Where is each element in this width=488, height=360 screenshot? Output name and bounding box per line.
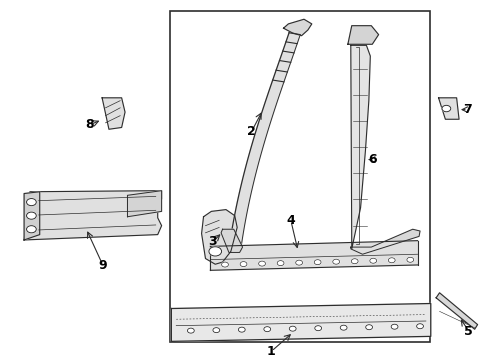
Polygon shape	[24, 191, 161, 240]
Circle shape	[212, 328, 219, 333]
Circle shape	[332, 259, 339, 264]
Circle shape	[240, 262, 246, 267]
Circle shape	[340, 325, 346, 330]
Polygon shape	[228, 27, 302, 251]
Text: 1: 1	[266, 345, 275, 358]
Polygon shape	[435, 293, 477, 329]
Polygon shape	[127, 191, 161, 217]
Circle shape	[264, 327, 270, 332]
Text: 5: 5	[464, 324, 472, 338]
Circle shape	[416, 324, 423, 329]
Circle shape	[26, 198, 36, 206]
Circle shape	[26, 212, 36, 219]
Circle shape	[238, 327, 244, 332]
Text: 6: 6	[367, 153, 376, 166]
Circle shape	[221, 262, 228, 267]
Circle shape	[369, 258, 376, 263]
Circle shape	[390, 324, 397, 329]
Polygon shape	[102, 98, 125, 129]
Bar	[170, 12, 429, 342]
Polygon shape	[283, 19, 311, 36]
Polygon shape	[350, 229, 419, 254]
Text: 9: 9	[99, 259, 107, 272]
Circle shape	[406, 257, 413, 262]
Polygon shape	[438, 98, 458, 119]
Circle shape	[314, 260, 321, 265]
Circle shape	[350, 259, 357, 264]
Polygon shape	[210, 241, 417, 270]
Circle shape	[295, 260, 302, 265]
Text: 4: 4	[286, 214, 295, 227]
Circle shape	[387, 258, 394, 263]
Polygon shape	[201, 210, 237, 264]
Circle shape	[277, 261, 284, 266]
Polygon shape	[221, 229, 242, 252]
Polygon shape	[350, 45, 369, 249]
Text: 7: 7	[463, 103, 471, 116]
Polygon shape	[347, 26, 378, 44]
Circle shape	[289, 326, 296, 331]
Circle shape	[208, 247, 221, 256]
Circle shape	[26, 226, 36, 233]
Circle shape	[365, 325, 372, 330]
Circle shape	[187, 328, 194, 333]
Text: 3: 3	[208, 235, 217, 248]
Text: 8: 8	[85, 118, 94, 131]
Circle shape	[441, 105, 450, 112]
Polygon shape	[24, 192, 40, 240]
Text: 2: 2	[247, 125, 256, 138]
Polygon shape	[171, 303, 430, 341]
Circle shape	[314, 326, 321, 331]
Circle shape	[258, 261, 265, 266]
